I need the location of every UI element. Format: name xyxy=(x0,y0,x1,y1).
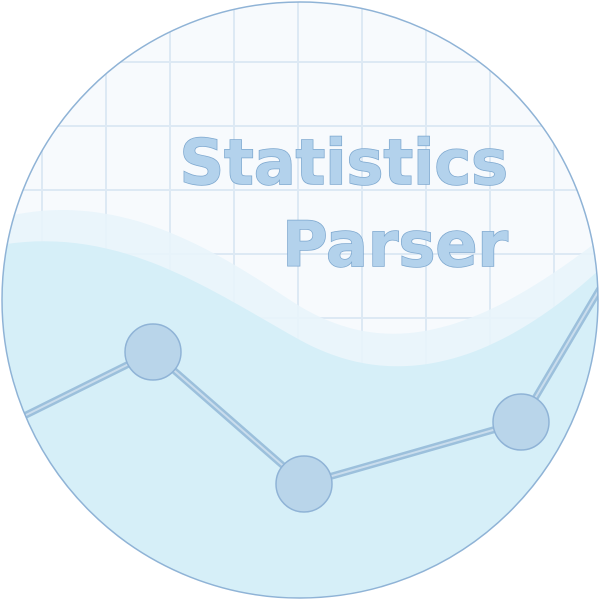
chart-node xyxy=(124,323,182,381)
logo-title-line1: Statistics xyxy=(180,126,508,199)
chart-node xyxy=(275,455,333,513)
logo-title-line2: Parser xyxy=(282,208,508,281)
chart-node xyxy=(492,393,550,451)
